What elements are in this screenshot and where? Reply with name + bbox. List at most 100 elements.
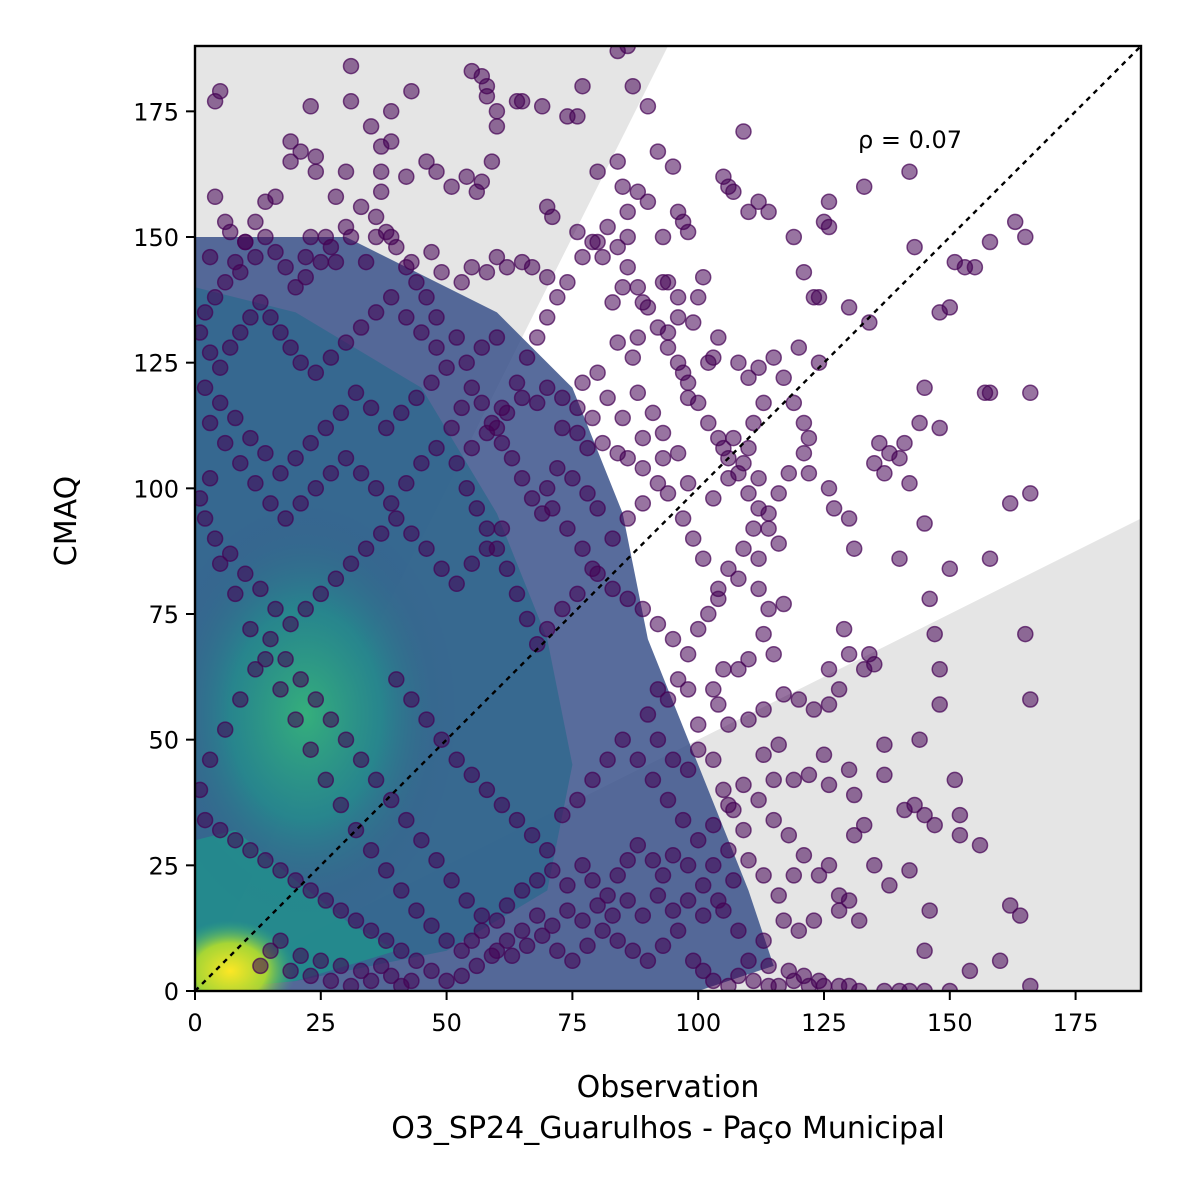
data-point	[961, 962, 979, 980]
data-point	[705, 751, 722, 769]
data-point	[619, 892, 636, 909]
data-point	[785, 972, 803, 990]
data-point	[589, 500, 606, 517]
data-point	[775, 369, 792, 387]
data-point	[705, 490, 722, 507]
data-point	[730, 354, 747, 371]
data-point	[966, 258, 984, 276]
data-point	[382, 133, 400, 150]
data-point	[740, 952, 757, 970]
data-point	[488, 248, 506, 266]
data-point	[428, 852, 445, 869]
data-point	[669, 289, 687, 306]
data-point	[594, 248, 611, 266]
data-point	[845, 540, 863, 557]
data-point	[221, 223, 239, 241]
data-point	[408, 389, 425, 407]
data-point	[448, 751, 465, 769]
data-point	[861, 314, 878, 331]
data-point	[916, 942, 933, 960]
data-point	[569, 223, 586, 241]
data-point	[881, 877, 898, 894]
data-point	[710, 590, 727, 608]
y-tick-label: 25	[148, 852, 179, 880]
data-point	[584, 233, 601, 251]
data-point	[770, 736, 787, 753]
data-point	[483, 153, 501, 170]
data-point	[820, 696, 838, 713]
data-point	[684, 314, 702, 331]
data-point	[367, 208, 385, 226]
data-point	[508, 585, 526, 603]
data-point	[740, 203, 757, 221]
data-point	[589, 897, 606, 914]
data-point	[664, 902, 682, 919]
data-point	[388, 671, 405, 688]
data-point	[740, 711, 757, 728]
data-point	[569, 399, 586, 417]
data-point	[423, 243, 440, 261]
data-point	[624, 349, 642, 366]
data-point	[277, 510, 294, 527]
data-point	[453, 399, 470, 417]
data-point	[760, 520, 777, 537]
data-point	[694, 550, 712, 567]
data-point	[252, 294, 269, 311]
data-point	[689, 741, 707, 758]
data-point	[513, 882, 531, 899]
data-point	[337, 449, 355, 467]
data-point	[740, 485, 757, 502]
data-point	[584, 409, 601, 427]
data-point	[533, 505, 551, 522]
y-tick-label: 100	[133, 475, 179, 503]
data-point	[1017, 228, 1034, 246]
data-point	[664, 158, 682, 175]
data-point	[735, 123, 752, 140]
data-point	[760, 600, 777, 618]
data-point	[408, 902, 425, 919]
data-point	[981, 384, 999, 402]
data-point	[679, 857, 697, 874]
data-point	[493, 434, 511, 452]
x-tick-label: 175	[1053, 1009, 1099, 1037]
data-point	[815, 746, 833, 764]
data-point	[322, 238, 340, 256]
data-point	[302, 967, 319, 985]
data-point	[287, 711, 304, 728]
data-point	[403, 525, 420, 542]
data-point	[845, 826, 863, 844]
data-point	[785, 228, 803, 246]
data-point	[227, 253, 244, 271]
data-point	[423, 962, 440, 980]
data-point	[362, 972, 380, 990]
data-point	[227, 831, 244, 849]
data-point	[478, 520, 496, 537]
data-point	[629, 836, 647, 854]
data-point	[866, 454, 883, 472]
data-point	[820, 776, 838, 794]
data-point	[825, 500, 843, 517]
data-point	[705, 972, 722, 990]
data-point	[332, 902, 350, 919]
data-point	[1006, 213, 1024, 231]
data-point	[614, 279, 631, 296]
data-point	[377, 932, 395, 949]
data-point	[574, 912, 591, 929]
data-point	[896, 801, 913, 819]
data-point	[538, 842, 556, 859]
data-point	[649, 887, 667, 904]
data-point	[523, 826, 541, 844]
data-point	[770, 535, 787, 552]
data-point	[579, 937, 596, 955]
data-point	[393, 942, 410, 960]
data-point	[453, 967, 470, 985]
data-point	[272, 681, 289, 698]
data-point	[649, 681, 667, 698]
data-point	[720, 560, 737, 578]
data-point	[503, 449, 521, 467]
data-point	[367, 771, 385, 789]
data-point	[428, 309, 445, 326]
data-point	[584, 560, 601, 578]
data-point	[448, 454, 465, 472]
